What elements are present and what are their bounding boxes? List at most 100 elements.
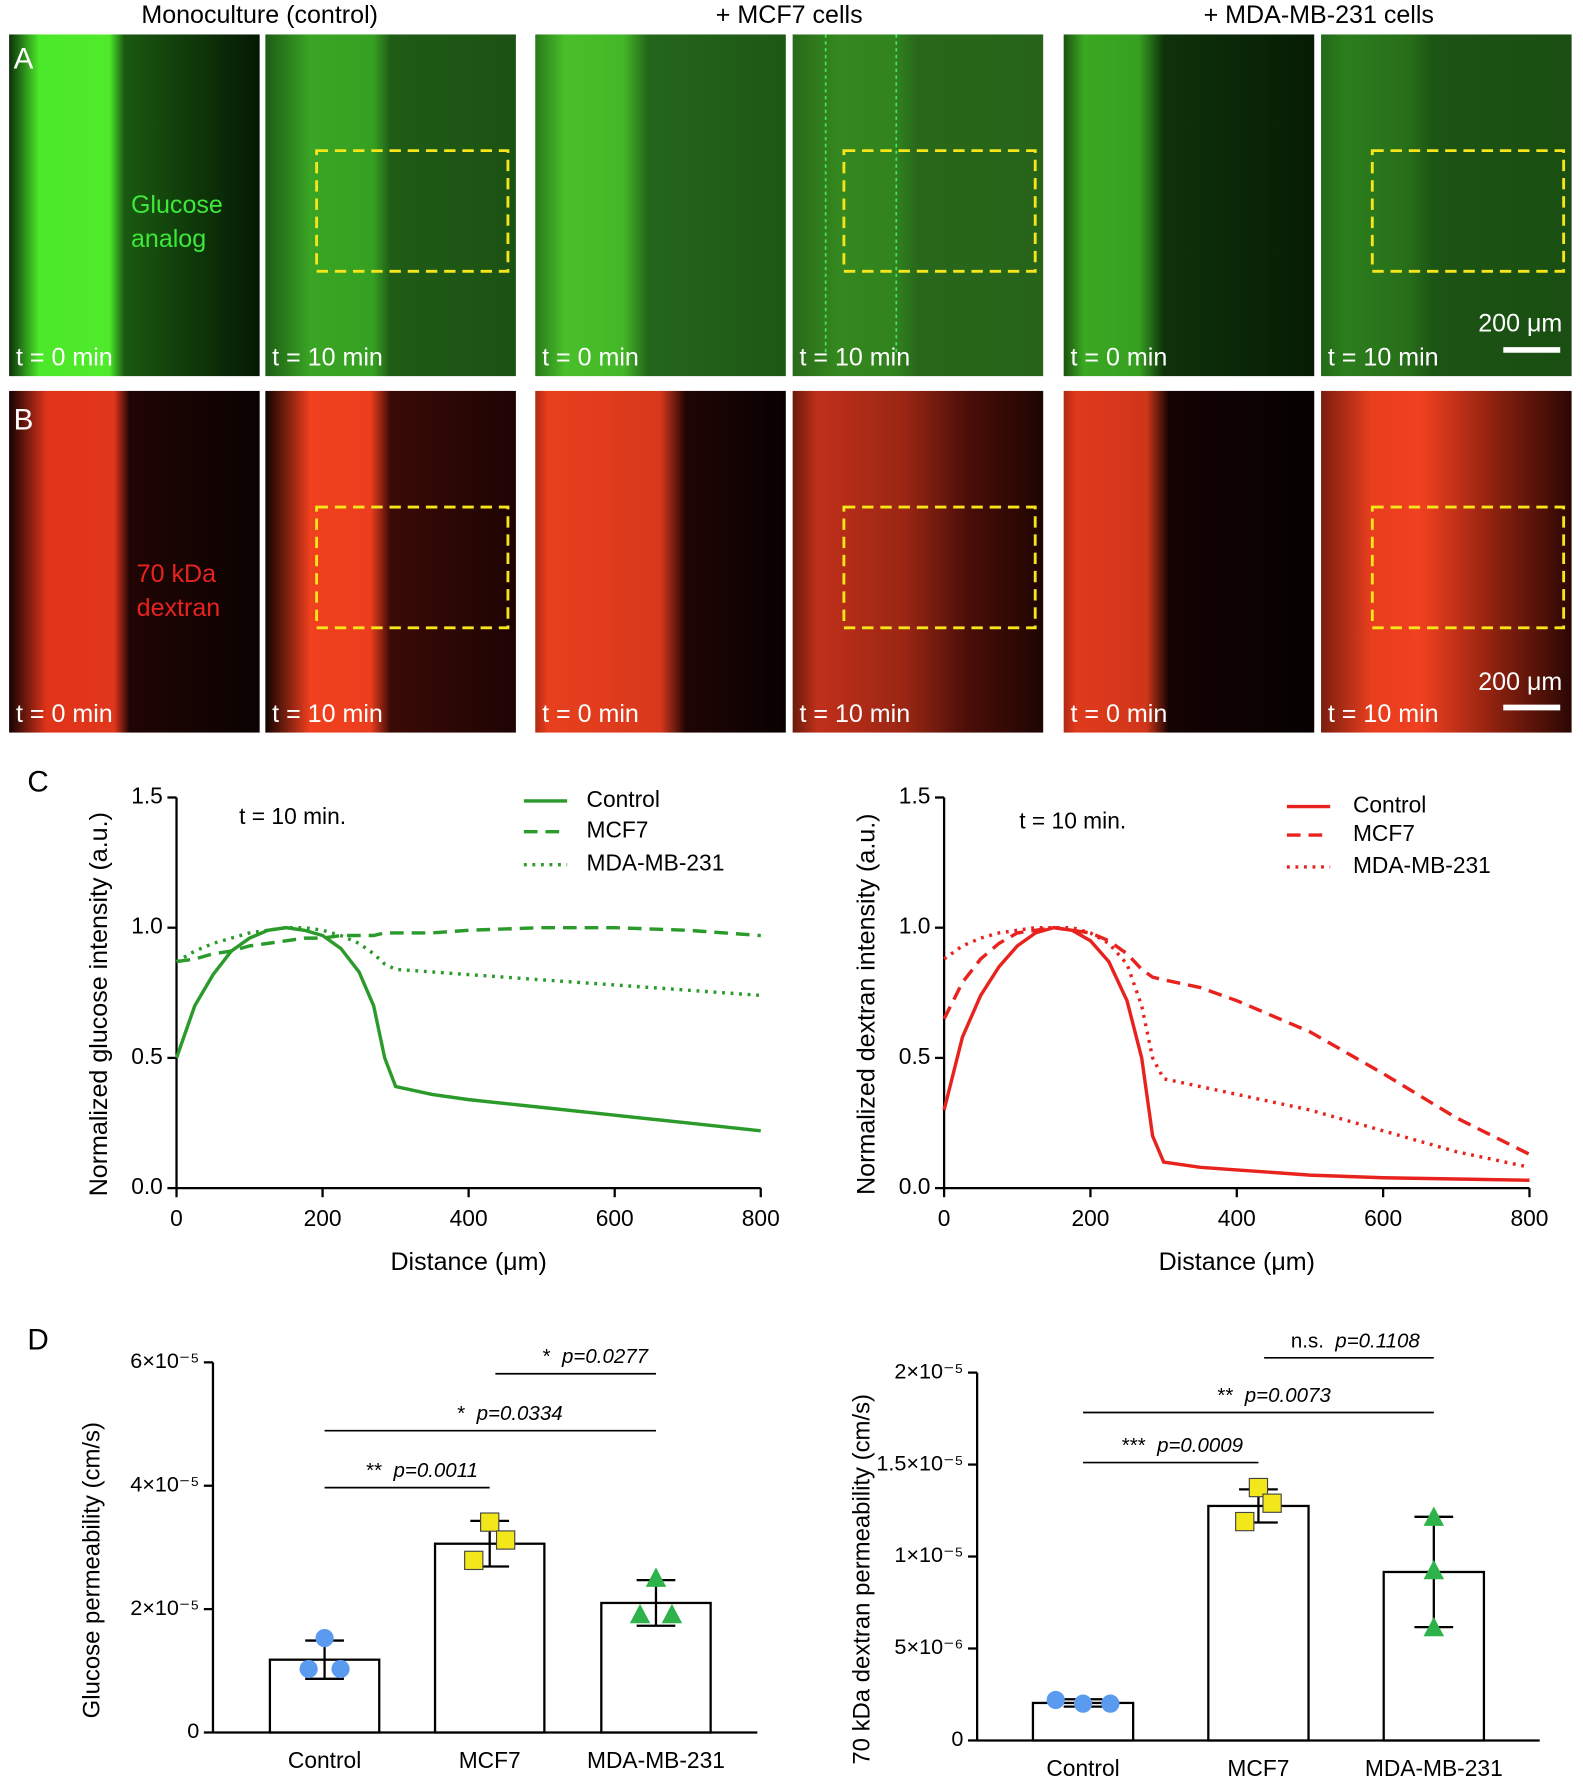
legend-label: Control	[1353, 792, 1426, 818]
x-tick-label: 0	[170, 1205, 183, 1231]
time-label: t = 10 min	[799, 344, 910, 372]
y-axis-label: Glucose permeability (cm/s)	[79, 1422, 106, 1718]
y-tick-label: 0	[951, 1726, 963, 1751]
scale-bar-label: 200 μm	[1478, 309, 1562, 337]
data-point	[464, 1550, 484, 1571]
y-tick-label: 1×10⁻⁵	[894, 1542, 963, 1567]
y-tick-label: 1.0	[131, 913, 163, 939]
micrograph	[1321, 34, 1572, 377]
x-tick-label: MCF7	[1227, 1755, 1289, 1781]
micrograph	[535, 34, 786, 377]
significance-stars: **	[366, 1459, 382, 1482]
x-tick-label: MDA-MB-231	[1365, 1755, 1503, 1781]
x-tick-label: 600	[596, 1205, 634, 1231]
line-series	[942, 925, 1531, 1156]
y-tick-label: 5×10⁻⁶	[894, 1634, 963, 1659]
scale-bar-label: 200 μm	[1478, 668, 1562, 696]
y-tick-label: 2×10⁻⁵	[130, 1595, 199, 1620]
data-point	[1423, 1616, 1445, 1637]
x-axis-label: Distance (μm)	[1159, 1248, 1315, 1276]
legend-label: MCF7	[1353, 820, 1415, 846]
column-title: + MCF7 cells	[716, 1, 863, 29]
column-title: Monoculture (control)	[141, 1, 378, 29]
micrograph	[265, 34, 516, 377]
time-label: t = 0 min	[16, 700, 113, 728]
legend-label: MCF7	[587, 817, 649, 843]
x-tick-label: MCF7	[459, 1747, 521, 1773]
micrograph	[1063, 34, 1315, 377]
legend-label: MDA-MB-231	[1353, 852, 1491, 878]
line-series	[174, 925, 761, 1133]
roi-box	[842, 149, 1037, 273]
y-tick-label: 0.5	[899, 1043, 931, 1069]
channel-label: analog	[131, 225, 206, 253]
data-point	[1046, 1690, 1065, 1710]
y-tick-label: 1.5	[899, 783, 931, 809]
time-label: t = 10 min	[799, 700, 910, 728]
line-series	[175, 925, 761, 998]
bar	[1207, 1504, 1310, 1742]
x-tick-label: 400	[450, 1205, 488, 1231]
column-title: + MDA-MB-231 cells	[1204, 1, 1434, 29]
data-point	[315, 1628, 334, 1648]
y-axis-label: Normalized dextran intensity (a.u.)	[852, 813, 880, 1194]
panel-label: C	[27, 766, 48, 799]
data-point	[1073, 1694, 1093, 1713]
time-label: t = 0 min	[16, 344, 113, 372]
data-point	[1423, 1506, 1445, 1526]
line-series	[943, 925, 1530, 1169]
y-tick-label: 1.5×10⁻⁵	[876, 1450, 963, 1475]
legend-label: Control	[587, 786, 660, 812]
y-axis-label: 70 kDa dextran permeability (cm/s)	[849, 1394, 876, 1765]
x-tick-label: 200	[304, 1205, 342, 1231]
p-value: p=0.0073	[1244, 1384, 1332, 1407]
y-tick-label: 0.0	[131, 1173, 163, 1199]
channel-label: 70 kDa	[137, 560, 216, 588]
time-label: t = 0 min	[1071, 700, 1168, 728]
micrograph	[1063, 390, 1315, 733]
time-label: t = 10 min	[272, 700, 383, 728]
roi-box	[315, 505, 510, 630]
y-tick-label: 2×10⁻⁵	[894, 1358, 963, 1383]
panel-label: A	[14, 42, 34, 75]
significance-stars: *	[543, 1345, 551, 1368]
time-label: t = 10 min	[1328, 700, 1439, 728]
micrograph	[792, 390, 1044, 733]
x-tick-label: Control	[288, 1747, 361, 1773]
data-point	[1248, 1477, 1269, 1498]
data-point	[1423, 1559, 1445, 1580]
roi-box	[1370, 149, 1566, 273]
bar	[433, 1542, 546, 1734]
channel-label: dextran	[137, 594, 221, 622]
legend-label: MDA-MB-231	[587, 850, 725, 876]
micrograph	[792, 34, 1044, 377]
time-label: t = 0 min	[542, 344, 639, 372]
annotation: t = 10 min.	[239, 803, 346, 829]
p-value: p=0.1108	[1334, 1329, 1420, 1352]
data-point	[661, 1603, 683, 1624]
significance-stars: **	[1217, 1384, 1233, 1407]
time-label: t = 10 min	[1328, 344, 1439, 372]
y-tick-label: 6×10⁻⁵	[130, 1348, 199, 1373]
time-label: t = 0 min	[1071, 344, 1168, 372]
x-tick-label: 400	[1218, 1205, 1256, 1231]
micrograph	[1321, 390, 1572, 733]
x-tick-label: 600	[1364, 1205, 1402, 1231]
micrograph	[265, 390, 516, 733]
y-tick-label: 0	[187, 1718, 199, 1743]
significance-stars: n.s.	[1291, 1329, 1324, 1352]
data-point	[629, 1603, 651, 1624]
y-tick-label: 1.0	[899, 913, 931, 939]
line-series	[176, 925, 761, 964]
panel-label: B	[14, 403, 34, 436]
x-tick-label: Control	[1046, 1755, 1119, 1781]
x-tick-label: MDA-MB-231	[587, 1747, 725, 1773]
x-tick-label: 200	[1071, 1205, 1109, 1231]
micrograph	[9, 34, 260, 377]
x-tick-label: 0	[938, 1205, 951, 1231]
data-point	[331, 1659, 350, 1679]
p-value: p=0.0277	[561, 1345, 650, 1368]
y-tick-label: 0.5	[131, 1043, 163, 1069]
data-point	[480, 1512, 500, 1532]
